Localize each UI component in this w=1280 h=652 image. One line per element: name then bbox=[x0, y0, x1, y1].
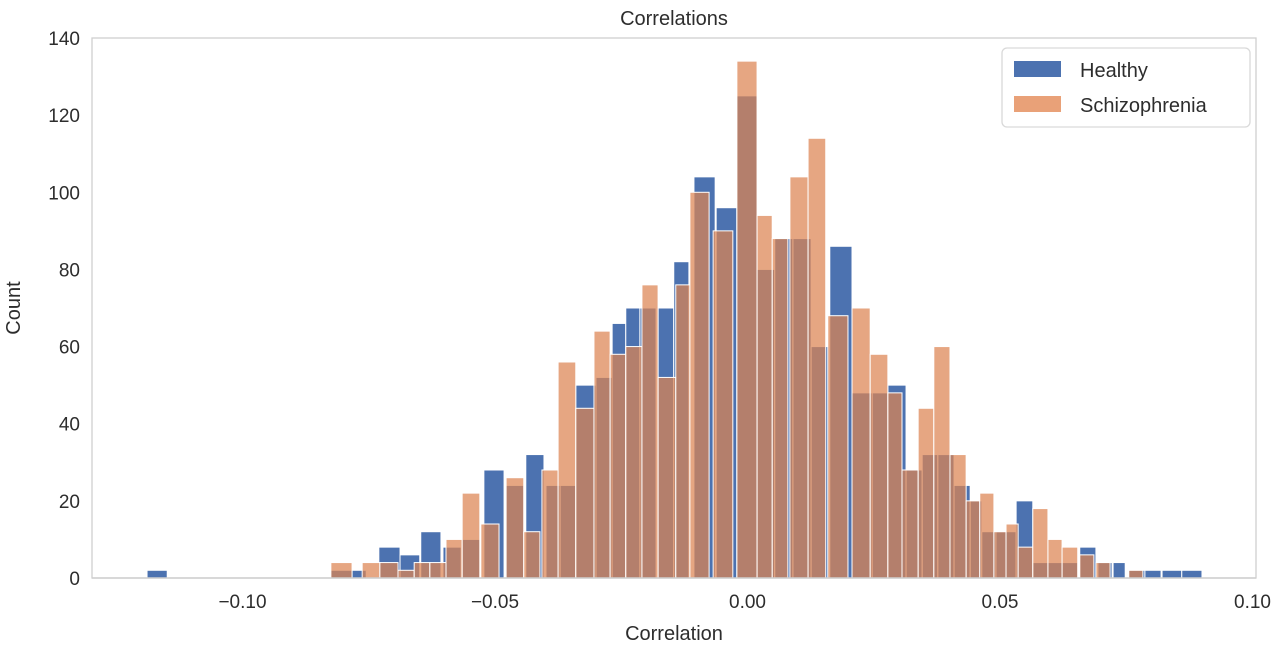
histogram-bar bbox=[789, 176, 809, 579]
histogram-bar bbox=[1005, 523, 1019, 579]
legend-box bbox=[1001, 47, 1251, 128]
histogram-bar bbox=[593, 330, 611, 579]
legend-label-schizophrenia: Schizophrenia bbox=[1080, 95, 1208, 117]
x-tick-label: 0.10 bbox=[1234, 592, 1271, 613]
histogram-bar bbox=[712, 230, 734, 579]
histogram-bar bbox=[949, 454, 967, 579]
y-tick-label: 100 bbox=[48, 183, 80, 204]
x-tick-labels: −0.10 −0.05 0.00 0.05 0.10 bbox=[218, 592, 1271, 613]
histogram-bar bbox=[397, 569, 415, 579]
histogram-bar bbox=[1032, 508, 1049, 579]
histogram-bar bbox=[657, 376, 677, 579]
histogram-bar bbox=[1181, 569, 1203, 579]
histogram-bar bbox=[641, 284, 659, 579]
x-tick-label: −0.05 bbox=[471, 592, 519, 613]
histogram-bar bbox=[1144, 569, 1162, 579]
histogram-bar bbox=[827, 315, 849, 579]
histogram-bar bbox=[993, 531, 1007, 579]
histogram-bar bbox=[1017, 546, 1034, 579]
y-tick-label: 140 bbox=[48, 29, 80, 50]
histogram-bar bbox=[1128, 569, 1144, 579]
histogram-bar bbox=[480, 523, 500, 579]
histogram-bar bbox=[1061, 546, 1079, 579]
histogram-bar bbox=[869, 353, 889, 579]
legend: Healthy Schizophrenia bbox=[1001, 47, 1251, 128]
histogram-bar bbox=[689, 191, 710, 579]
histogram-bar bbox=[575, 407, 595, 579]
legend-label-healthy: Healthy bbox=[1080, 60, 1148, 82]
histogram-bar bbox=[557, 361, 577, 579]
histogram-bar bbox=[541, 469, 559, 579]
histogram-bar bbox=[901, 469, 919, 579]
histogram-bar bbox=[965, 500, 981, 579]
histogram-bar bbox=[609, 353, 627, 579]
legend-swatch-schizophrenia bbox=[1014, 96, 1061, 112]
histogram-bar bbox=[887, 392, 903, 579]
histogram-bar bbox=[675, 284, 691, 579]
y-tick-label: 20 bbox=[59, 492, 80, 513]
histogram-bar bbox=[933, 346, 951, 579]
histogram-bar bbox=[1112, 562, 1126, 579]
histogram-bar bbox=[523, 531, 541, 579]
chart-title: Correlations bbox=[620, 8, 728, 30]
histogram-bar bbox=[756, 214, 773, 579]
histogram-bar bbox=[505, 477, 525, 579]
y-tick-labels: 0 20 40 60 80 100 120 140 bbox=[48, 29, 80, 590]
histogram-bar bbox=[917, 407, 935, 579]
histogram-bar bbox=[771, 238, 789, 579]
histogram-bar bbox=[979, 492, 995, 579]
histogram-bar bbox=[379, 562, 399, 579]
legend-swatch-healthy bbox=[1014, 61, 1061, 77]
histogram-bar bbox=[851, 307, 871, 579]
x-tick-label: 0.00 bbox=[729, 592, 766, 613]
y-tick-label: 60 bbox=[59, 338, 80, 359]
histogram-bar bbox=[807, 137, 827, 579]
histogram-bar bbox=[361, 562, 381, 579]
histogram-bar bbox=[736, 60, 758, 579]
y-tick-label: 40 bbox=[59, 415, 80, 436]
histogram-bar bbox=[146, 569, 168, 579]
histogram-bar bbox=[625, 346, 643, 579]
histogram-bar bbox=[330, 562, 353, 579]
y-tick-label: 80 bbox=[59, 260, 80, 281]
x-axis-label: Correlation bbox=[625, 623, 723, 645]
histogram-bar bbox=[1095, 562, 1111, 579]
histogram-bar bbox=[461, 492, 481, 579]
y-tick-label: 0 bbox=[69, 569, 80, 590]
x-tick-label: 0.05 bbox=[982, 592, 1019, 613]
x-tick-label: −0.10 bbox=[218, 592, 266, 613]
y-tick-label: 120 bbox=[48, 106, 80, 127]
y-axis-label: Count bbox=[3, 281, 25, 335]
histogram-bar bbox=[413, 562, 431, 579]
histogram-bar bbox=[445, 538, 463, 579]
histogram-bar bbox=[1047, 538, 1063, 579]
histogram-bar bbox=[1079, 554, 1095, 579]
histogram-bar bbox=[1161, 569, 1183, 579]
histogram-bar bbox=[429, 562, 447, 579]
